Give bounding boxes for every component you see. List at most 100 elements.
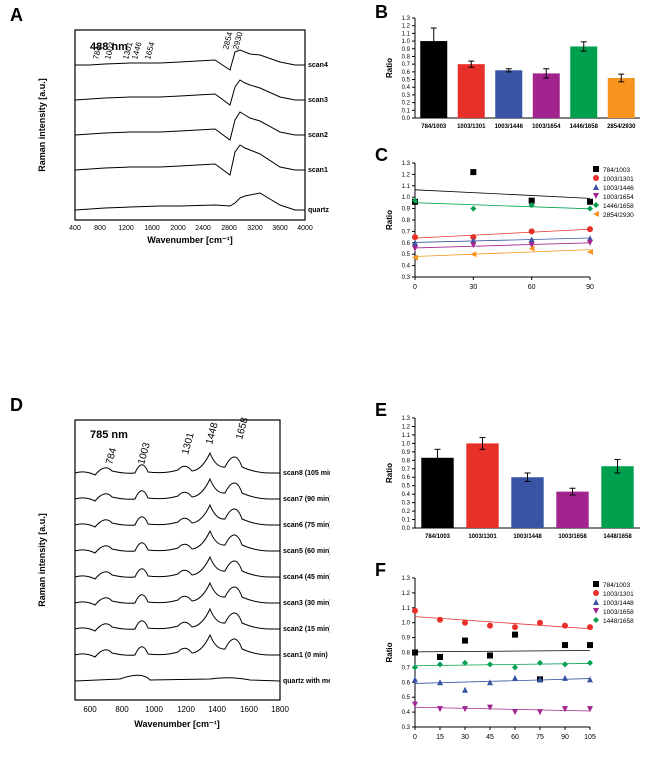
svg-text:105: 105 <box>584 734 596 741</box>
svg-text:Ratio: Ratio <box>385 463 394 483</box>
svg-text:0.8: 0.8 <box>402 651 411 657</box>
svg-text:2400: 2400 <box>195 225 211 232</box>
svg-text:Ratio: Ratio <box>385 210 394 230</box>
svg-text:0.7: 0.7 <box>402 665 411 671</box>
svg-text:1003/1658: 1003/1658 <box>603 609 634 616</box>
svg-text:1.1: 1.1 <box>402 433 411 439</box>
svg-text:1.2: 1.2 <box>402 591 411 597</box>
svg-text:90: 90 <box>561 734 569 741</box>
svg-text:2854/2930: 2854/2930 <box>603 212 634 219</box>
svg-text:0.4: 0.4 <box>402 492 411 498</box>
svg-text:0.6: 0.6 <box>402 680 411 686</box>
svg-text:0.1: 0.1 <box>402 108 411 114</box>
svg-text:0.7: 0.7 <box>402 62 411 68</box>
svg-text:Ratio: Ratio <box>385 58 394 78</box>
svg-text:0.6: 0.6 <box>402 241 411 247</box>
panel-a-chart: 488 nm 784 1003 1301 1446 1654 2854 2930… <box>30 20 330 245</box>
svg-text:3600: 3600 <box>272 225 288 232</box>
svg-text:1.0: 1.0 <box>402 39 411 45</box>
svg-text:1003/1446: 1003/1446 <box>603 185 634 192</box>
panel-d-label: D <box>10 395 23 416</box>
svg-text:1003/1301: 1003/1301 <box>603 176 634 183</box>
svg-text:1003/1448: 1003/1448 <box>513 534 542 540</box>
svg-text:784/1003: 784/1003 <box>603 582 630 589</box>
svg-text:0.6: 0.6 <box>402 475 411 481</box>
svg-text:0.9: 0.9 <box>402 47 411 53</box>
panel-d-chart: 785 nm 784 1003 1301 1448 1658 600800100… <box>30 410 330 730</box>
svg-text:0.0: 0.0 <box>402 116 411 122</box>
svg-text:1600: 1600 <box>144 225 160 232</box>
svg-text:0.3: 0.3 <box>402 275 411 281</box>
svg-text:0.2: 0.2 <box>402 101 411 107</box>
svg-text:4000: 4000 <box>297 225 313 232</box>
svg-text:scan1 (0 min): scan1 (0 min) <box>283 652 328 659</box>
svg-text:0.9: 0.9 <box>402 636 411 642</box>
svg-text:1.3: 1.3 <box>402 16 411 22</box>
svg-text:1.2: 1.2 <box>402 24 411 30</box>
svg-text:Ratio: Ratio <box>385 642 394 662</box>
svg-text:0.1: 0.1 <box>402 518 411 524</box>
svg-text:800: 800 <box>94 225 106 232</box>
svg-text:1.2: 1.2 <box>402 424 411 430</box>
svg-text:0.5: 0.5 <box>402 252 411 258</box>
panel-a-label: A <box>10 5 23 26</box>
svg-text:0.9: 0.9 <box>402 450 411 456</box>
svg-text:400: 400 <box>69 225 81 232</box>
svg-text:0.4: 0.4 <box>402 85 411 91</box>
svg-text:quartz with medium: quartz with medium <box>283 678 330 685</box>
svg-text:1800: 1800 <box>271 705 289 714</box>
svg-text:1400: 1400 <box>208 705 226 714</box>
svg-text:scan8 (105 min): scan8 (105 min) <box>283 470 330 477</box>
svg-text:1600: 1600 <box>240 705 258 714</box>
svg-text:0.2: 0.2 <box>402 509 411 515</box>
svg-text:2800: 2800 <box>221 225 237 232</box>
svg-text:60: 60 <box>511 734 519 741</box>
svg-text:0.4: 0.4 <box>402 264 411 270</box>
svg-text:0.8: 0.8 <box>402 54 411 60</box>
svg-text:Wavenumber [cm⁻¹]: Wavenumber [cm⁻¹] <box>147 235 232 245</box>
svg-text:0.3: 0.3 <box>402 501 411 507</box>
svg-text:1003/1301: 1003/1301 <box>603 591 634 598</box>
svg-text:15: 15 <box>436 734 444 741</box>
svg-text:scan2 (30 min): scan2 (30 min) <box>308 132 330 139</box>
svg-text:Raman intensity [a.u.]: Raman intensity [a.u.] <box>37 513 47 607</box>
svg-text:scan4 (90 min): scan4 (90 min) <box>308 62 330 69</box>
svg-text:0.7: 0.7 <box>402 229 411 235</box>
svg-text:scan6 (75 min): scan6 (75 min) <box>283 522 330 529</box>
svg-text:1.3: 1.3 <box>402 416 411 422</box>
svg-text:Wavenumber [cm⁻¹]: Wavenumber [cm⁻¹] <box>134 719 219 729</box>
svg-text:1448/1658: 1448/1658 <box>603 618 634 625</box>
svg-text:2854/2930: 2854/2930 <box>607 124 636 130</box>
svg-text:0.3: 0.3 <box>402 725 411 731</box>
svg-text:0.3: 0.3 <box>402 93 411 99</box>
svg-text:2000: 2000 <box>170 225 186 232</box>
svg-text:1003/1654: 1003/1654 <box>532 124 561 130</box>
svg-text:784/1003: 784/1003 <box>603 167 630 174</box>
svg-text:1003/1301: 1003/1301 <box>468 534 497 540</box>
svg-text:Raman intensity [a.u.]: Raman intensity [a.u.] <box>37 78 47 172</box>
svg-text:0: 0 <box>413 734 417 741</box>
svg-text:0.6: 0.6 <box>402 70 411 76</box>
svg-text:1003/1448: 1003/1448 <box>603 600 634 607</box>
svg-text:30: 30 <box>461 734 469 741</box>
svg-text:784/1003: 784/1003 <box>421 124 447 130</box>
svg-text:0.5: 0.5 <box>402 695 411 701</box>
svg-text:45: 45 <box>486 734 494 741</box>
svg-text:scan7 (90 min): scan7 (90 min) <box>283 496 330 503</box>
panel-c-chart: 0.30.40.50.60.70.80.91.01.11.21.30306090… <box>380 155 650 295</box>
svg-text:1003/1446: 1003/1446 <box>495 124 524 130</box>
svg-text:60: 60 <box>528 284 536 291</box>
svg-text:scan3 (60 min): scan3 (60 min) <box>308 97 330 104</box>
svg-text:0: 0 <box>413 284 417 291</box>
svg-text:1446/1658: 1446/1658 <box>570 124 599 130</box>
svg-text:785 nm: 785 nm <box>90 429 128 441</box>
svg-text:1448/1658: 1448/1658 <box>603 534 632 540</box>
svg-text:800: 800 <box>115 705 129 714</box>
svg-text:3200: 3200 <box>247 225 263 232</box>
svg-text:600: 600 <box>83 705 97 714</box>
panel-e-chart: 0.00.10.20.30.40.50.60.70.80.91.01.11.21… <box>380 410 650 550</box>
svg-text:0.5: 0.5 <box>402 78 411 84</box>
svg-text:0.4: 0.4 <box>402 710 411 716</box>
svg-text:0.8: 0.8 <box>402 218 411 224</box>
svg-text:0.9: 0.9 <box>402 207 411 213</box>
